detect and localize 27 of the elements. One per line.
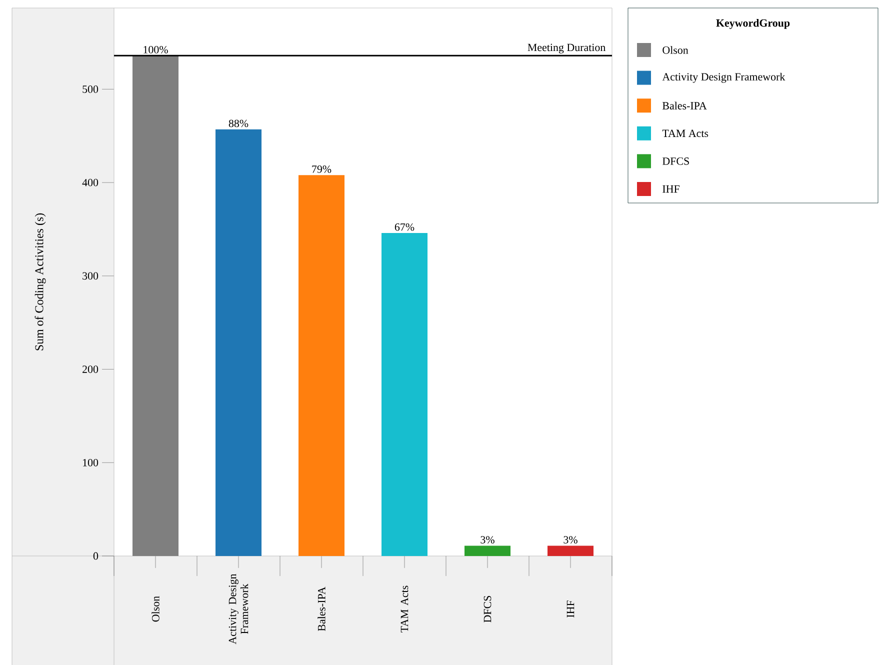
x-tick-label: Olson bbox=[152, 596, 160, 622]
y-axis-title: Sum of Coding Activities (s) bbox=[34, 213, 46, 350]
ref-line-label: Meeting Duration bbox=[528, 44, 606, 54]
y-tick-label: 400 bbox=[82, 178, 98, 186]
x-tick-label: DFCS bbox=[484, 596, 492, 622]
category-label: TAM Acts bbox=[662, 130, 708, 138]
x-tick-label: TAM Acts bbox=[400, 586, 408, 632]
x-tick-label: IHF bbox=[566, 600, 574, 618]
y-tick-label: 500 bbox=[82, 86, 98, 93]
legend-title: KeywordGroup bbox=[716, 19, 790, 29]
annotation: 3% bbox=[564, 536, 578, 544]
category-label: IHF bbox=[662, 185, 680, 193]
category-label: Olson bbox=[662, 46, 688, 54]
annotation: 100% bbox=[144, 46, 168, 54]
x-tick-label: Bales-IPA bbox=[318, 586, 326, 632]
annotation: 3% bbox=[480, 536, 494, 544]
annotation: 67% bbox=[394, 223, 414, 231]
x-tick-label: Activity Design Framework bbox=[228, 574, 248, 644]
y-tick-label: 100 bbox=[83, 458, 98, 466]
y-tick-label: 0 bbox=[93, 552, 98, 560]
y-tick-label: 300 bbox=[82, 272, 98, 280]
category-label: Bales-IPA bbox=[662, 102, 707, 110]
annotation: 88% bbox=[228, 120, 248, 128]
category-label: Activity Design Framework bbox=[662, 72, 786, 83]
category-label: DFCS bbox=[662, 158, 689, 165]
y-tick-label: 200 bbox=[82, 366, 98, 373]
annotation: 79% bbox=[312, 165, 332, 173]
